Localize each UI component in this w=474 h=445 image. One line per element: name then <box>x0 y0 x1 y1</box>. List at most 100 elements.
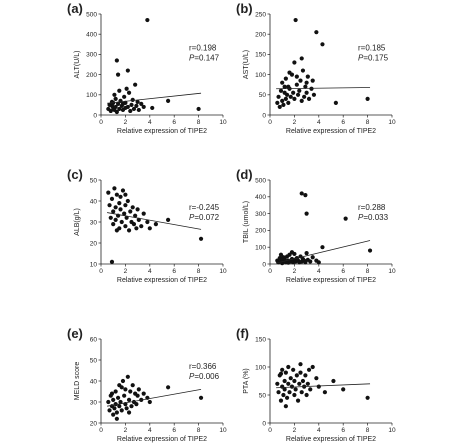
panel-label: (d) <box>236 167 253 182</box>
data-point <box>293 17 298 23</box>
y-tick-label: 20 <box>90 420 98 427</box>
data-point <box>122 94 127 99</box>
data-point <box>292 96 297 101</box>
data-point <box>310 78 315 83</box>
data-point <box>283 96 288 101</box>
x-tick-label: 8 <box>366 427 370 434</box>
data-point <box>304 250 309 256</box>
data-point <box>304 392 309 398</box>
data-point <box>166 98 171 103</box>
data-point <box>120 101 126 106</box>
p-value: =0.072 <box>194 213 219 222</box>
data-point <box>115 395 121 400</box>
data-point <box>117 106 122 112</box>
data-point <box>286 381 291 386</box>
y-tick-label: 100 <box>255 364 266 371</box>
correlation-r: r=0.185 <box>358 43 386 52</box>
data-point <box>139 224 144 229</box>
data-point <box>322 390 327 395</box>
x-tick-label: 6 <box>341 119 345 126</box>
data-point <box>314 30 319 35</box>
correlation-r: r=0.288 <box>358 203 386 212</box>
data-point <box>107 203 112 208</box>
data-point <box>120 188 126 193</box>
data-point <box>114 228 119 233</box>
data-point <box>291 367 296 372</box>
y-tick-label: 500 <box>255 177 266 184</box>
y-tick-label: 50 <box>259 92 267 99</box>
data-point <box>294 373 299 378</box>
regression-line <box>276 383 371 389</box>
x-tick-label: 6 <box>341 268 345 275</box>
data-point <box>113 389 118 394</box>
data-point <box>114 416 119 421</box>
x-axis-label: Relative expression of TIPE2 <box>117 128 207 135</box>
x-axis-label: Relative expression of TIPE2 <box>117 436 207 443</box>
data-point <box>316 384 321 389</box>
data-point <box>166 217 171 222</box>
data-point <box>310 364 315 370</box>
data-point <box>309 86 314 91</box>
data-point <box>112 92 117 97</box>
regression-line <box>107 92 202 104</box>
data-point <box>341 387 346 392</box>
y-tick-label: 200 <box>255 32 266 39</box>
data-point <box>284 92 290 97</box>
x-tick-label: 4 <box>317 427 321 434</box>
data-point <box>119 385 124 390</box>
x-tick-label: 6 <box>172 119 176 126</box>
data-point <box>304 90 309 95</box>
data-point <box>311 92 317 97</box>
data-point <box>299 390 304 395</box>
data-point <box>298 78 303 83</box>
x-tick-label: 8 <box>197 119 201 126</box>
y-tick-label: 40 <box>90 198 98 205</box>
data-point <box>114 410 119 415</box>
p-symbol: P <box>189 213 195 222</box>
data-point <box>113 96 118 101</box>
data-point <box>166 385 171 390</box>
x-tick-label: 2 <box>293 119 297 126</box>
data-point <box>114 109 119 115</box>
data-point <box>276 94 281 99</box>
p-value: =0.147 <box>194 53 219 62</box>
data-point <box>292 378 297 384</box>
regression-line <box>276 240 371 264</box>
data-point <box>130 97 135 102</box>
data-point <box>286 100 291 105</box>
data-point <box>128 389 133 394</box>
x-tick-label: 10 <box>219 427 227 434</box>
data-point <box>277 104 282 110</box>
regression-line <box>276 87 371 90</box>
data-point <box>280 98 285 103</box>
data-point <box>299 56 304 61</box>
y-tick-label: 500 <box>86 11 97 18</box>
data-point <box>343 216 348 221</box>
data-point <box>113 104 118 110</box>
data-point <box>320 42 325 47</box>
x-axis-label: Relative expression of TIPE2 <box>117 277 207 284</box>
data-point <box>141 391 146 396</box>
x-tick-label: 2 <box>293 427 297 434</box>
data-point <box>275 381 280 386</box>
data-point <box>109 259 115 264</box>
data-point <box>275 100 280 105</box>
y-tick-label: 50 <box>259 392 267 399</box>
y-tick-label: 250 <box>255 11 266 18</box>
y-tick-label: 150 <box>255 52 266 59</box>
x-tick-label: 10 <box>388 268 396 275</box>
correlation-r: r=0.366 <box>189 362 217 371</box>
x-tick-label: 4 <box>148 268 152 275</box>
data-point <box>316 260 321 265</box>
p-value: =0.006 <box>194 372 219 381</box>
data-point <box>298 362 303 367</box>
data-point <box>109 391 115 396</box>
data-point <box>278 371 284 376</box>
y-tick-label: 0 <box>262 420 266 427</box>
x-tick-label: 8 <box>366 268 370 275</box>
data-point <box>292 392 297 398</box>
x-axis-label: Relative expression of TIPE2 <box>286 128 376 135</box>
